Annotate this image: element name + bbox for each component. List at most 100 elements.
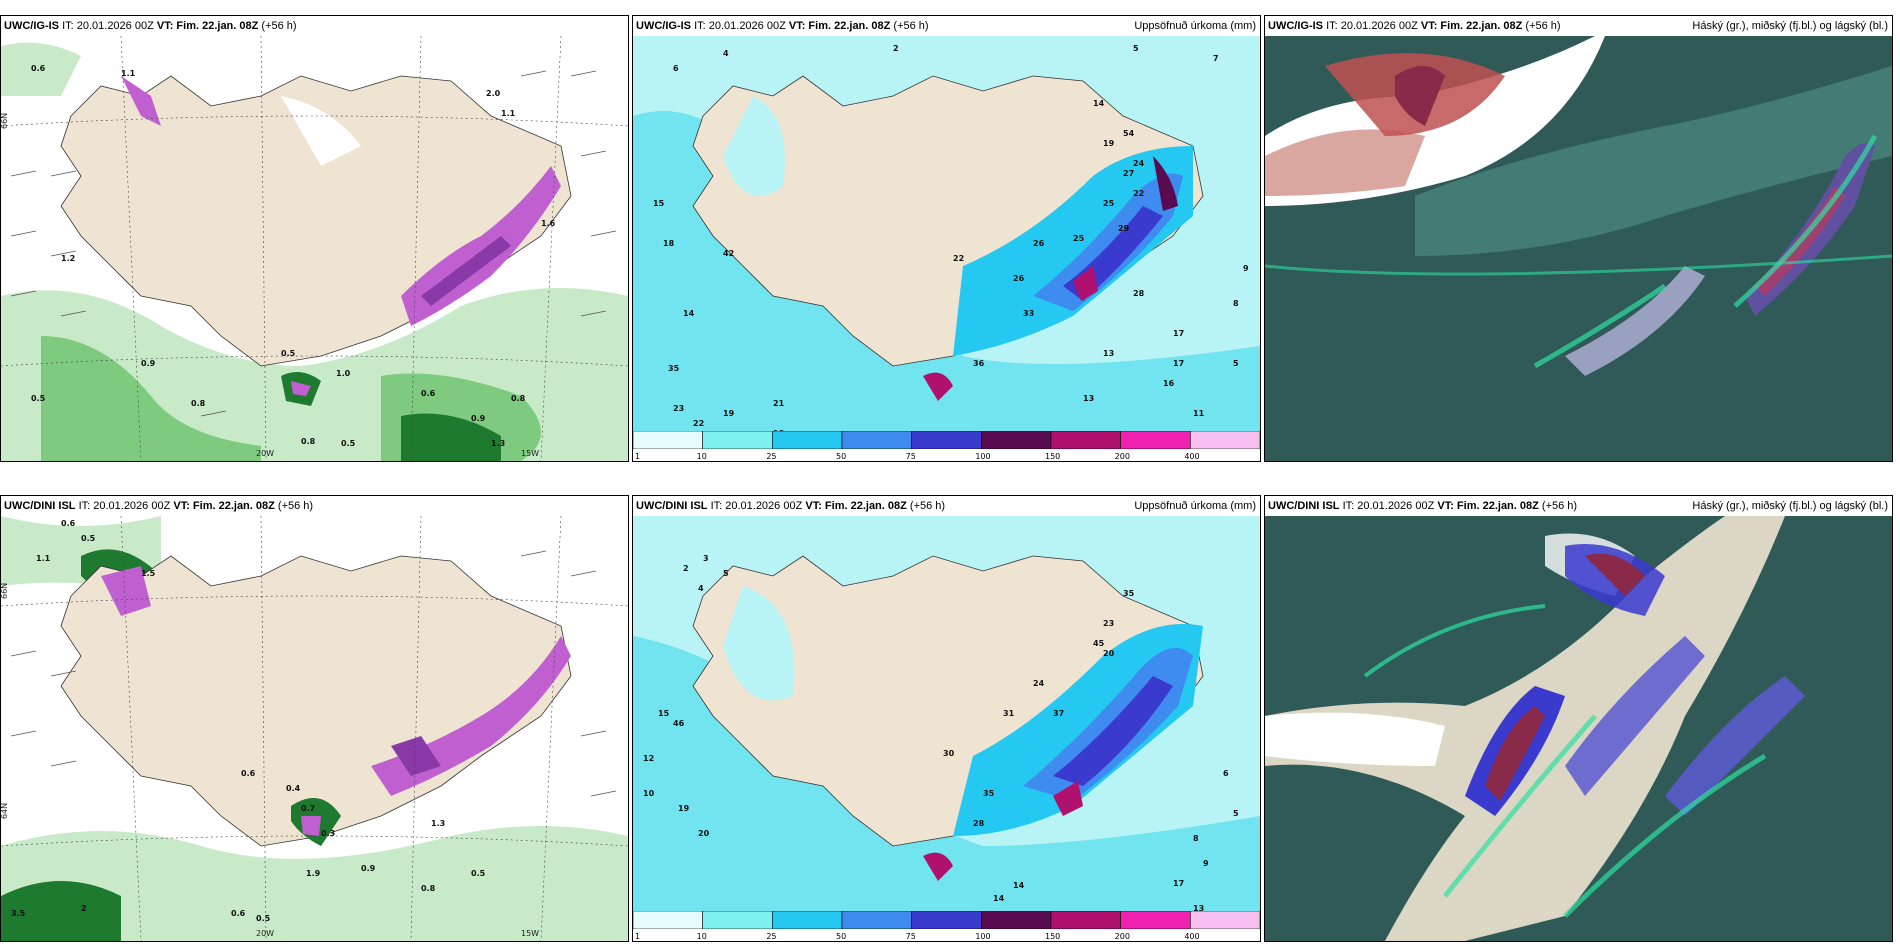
map-svg: 0.6 0.5 1.1 1.5 0.6 0.4 0.7 0.3 1.9 0.9 … — [1, 516, 628, 941]
svg-text:0.5: 0.5 — [471, 869, 486, 878]
map-svg — [1265, 36, 1892, 461]
map-svg: 0.6 1.1 2.0 1.1 1.2 1.6 0.5 1.0 0.9 0.8 … — [1, 36, 628, 461]
svg-text:0.6: 0.6 — [241, 769, 256, 778]
svg-text:0.5: 0.5 — [256, 914, 271, 923]
svg-text:1.0: 1.0 — [336, 369, 351, 378]
svg-text:2: 2 — [81, 904, 87, 913]
colorbar-label: 100 — [975, 452, 990, 461]
svg-text:19: 19 — [723, 409, 735, 418]
svg-text:3.5: 3.5 — [11, 909, 26, 918]
svg-text:0.5: 0.5 — [341, 439, 356, 448]
svg-text:6: 6 — [673, 64, 679, 73]
colorbar-swatch — [772, 911, 843, 930]
svg-text:0.5: 0.5 — [31, 394, 46, 403]
svg-text:29: 29 — [1118, 224, 1130, 233]
svg-text:0.5: 0.5 — [81, 534, 96, 543]
colorbar-swatch — [702, 911, 773, 930]
svg-text:0.8: 0.8 — [511, 394, 526, 403]
colorbar-label: 200 — [1115, 932, 1130, 941]
svg-text:22: 22 — [693, 419, 704, 428]
map-svg — [1265, 516, 1892, 941]
precip-map: 2 3 5 4 15 12 10 19 22 20 24 37 45 31 35… — [633, 516, 1260, 941]
svg-text:5: 5 — [1233, 359, 1239, 368]
svg-text:0.9: 0.9 — [361, 864, 376, 873]
colorbar-label: 400 — [1184, 932, 1199, 941]
svg-text:1.1: 1.1 — [36, 554, 51, 563]
svg-text:0.9: 0.9 — [471, 414, 486, 423]
svg-text:1.3: 1.3 — [431, 819, 445, 828]
svg-text:22: 22 — [953, 254, 964, 263]
map-svg: 4 2 6 5 7 15 18 14 35 23 22 29 25 19 21 … — [633, 36, 1260, 461]
colorbar-label: 400 — [1184, 452, 1199, 461]
svg-text:0.6: 0.6 — [231, 909, 246, 918]
svg-text:0.3: 0.3 — [321, 829, 335, 838]
wind-map: 0.6 1.1 2.0 1.1 1.2 1.6 0.5 1.0 0.9 0.8 … — [1, 36, 628, 461]
colorbar-swatch — [841, 431, 912, 450]
svg-text:6: 6 — [1223, 769, 1229, 778]
svg-text:0.6: 0.6 — [61, 519, 76, 528]
svg-text:7: 7 — [1213, 54, 1219, 63]
svg-text:33: 33 — [1023, 309, 1034, 318]
colorbar-label: 1 — [635, 452, 640, 461]
svg-text:15W: 15W — [521, 449, 539, 458]
panel-title: UWC/DINI ISL IT: 20.01.2026 00Z VT: Fim.… — [633, 496, 1260, 516]
map-svg: 2 3 5 4 15 12 10 19 22 20 24 37 45 31 35… — [633, 516, 1260, 941]
precip-colorbar: 1 10 25 50 75 100 150 200 400 — [633, 911, 1260, 941]
svg-text:0.6: 0.6 — [421, 389, 436, 398]
svg-text:14: 14 — [1013, 881, 1025, 890]
svg-text:22: 22 — [1133, 189, 1144, 198]
svg-text:8: 8 — [1233, 299, 1239, 308]
svg-text:24: 24 — [1033, 679, 1045, 688]
colorbar-swatch — [841, 911, 912, 930]
svg-text:35: 35 — [1123, 589, 1135, 598]
svg-text:10: 10 — [643, 789, 655, 798]
svg-text:9: 9 — [1243, 264, 1249, 273]
colorbar-label: 50 — [836, 452, 846, 461]
svg-text:0.5: 0.5 — [281, 349, 296, 358]
svg-text:14: 14 — [683, 309, 695, 318]
svg-text:26: 26 — [1033, 239, 1045, 248]
panel-title: UWC/DINI ISL IT: 20.01.2026 00Z VT: Fim.… — [1265, 496, 1892, 516]
svg-text:30: 30 — [943, 749, 955, 758]
svg-text:28: 28 — [1133, 289, 1145, 298]
svg-text:1.6: 1.6 — [541, 219, 556, 228]
svg-text:12: 12 — [643, 754, 654, 763]
colorbar-label: 25 — [766, 932, 776, 941]
svg-text:25: 25 — [1073, 234, 1085, 243]
cloud-map — [1265, 36, 1892, 461]
colorbar-label: 10 — [697, 932, 707, 941]
panel-cloud-ig: UWC/IG-IS IT: 20.01.2026 00Z VT: Fim. 22… — [1264, 15, 1893, 462]
colorbar-swatch — [702, 431, 773, 450]
panel-title: UWC/DINI ISL IT: 20.01.2026 00Z VT: Fim.… — [1, 496, 628, 516]
svg-text:13: 13 — [1083, 394, 1094, 403]
svg-text:18: 18 — [663, 239, 675, 248]
colorbar-swatch — [1190, 911, 1260, 930]
colorbar-label: 75 — [906, 452, 916, 461]
svg-text:36: 36 — [973, 359, 985, 368]
svg-text:8: 8 — [1193, 834, 1199, 843]
svg-text:14: 14 — [1093, 99, 1105, 108]
svg-text:15: 15 — [653, 199, 665, 208]
svg-text:17: 17 — [1173, 329, 1184, 338]
cloud-map — [1265, 516, 1892, 941]
svg-text:0.7: 0.7 — [301, 804, 315, 813]
svg-text:2: 2 — [893, 44, 899, 53]
colorbar-label: 50 — [836, 932, 846, 941]
colorbar-swatch — [981, 431, 1052, 450]
svg-text:5: 5 — [1233, 809, 1239, 818]
svg-text:0.6: 0.6 — [31, 64, 46, 73]
svg-text:27: 27 — [1123, 169, 1134, 178]
svg-text:42: 42 — [723, 249, 734, 258]
svg-text:13: 13 — [1103, 349, 1114, 358]
svg-text:28: 28 — [973, 819, 985, 828]
svg-text:15W: 15W — [521, 929, 539, 938]
svg-text:54: 54 — [1123, 129, 1135, 138]
svg-text:1.1: 1.1 — [121, 69, 136, 78]
svg-text:5: 5 — [1133, 44, 1139, 53]
svg-text:66N: 66N — [1, 113, 9, 129]
colorbar-label: 100 — [975, 932, 990, 941]
svg-text:20W: 20W — [256, 449, 274, 458]
svg-text:3: 3 — [703, 554, 709, 563]
panel-cloud-dini: UWC/DINI ISL IT: 20.01.2026 00Z VT: Fim.… — [1264, 495, 1893, 942]
svg-text:19: 19 — [678, 804, 690, 813]
